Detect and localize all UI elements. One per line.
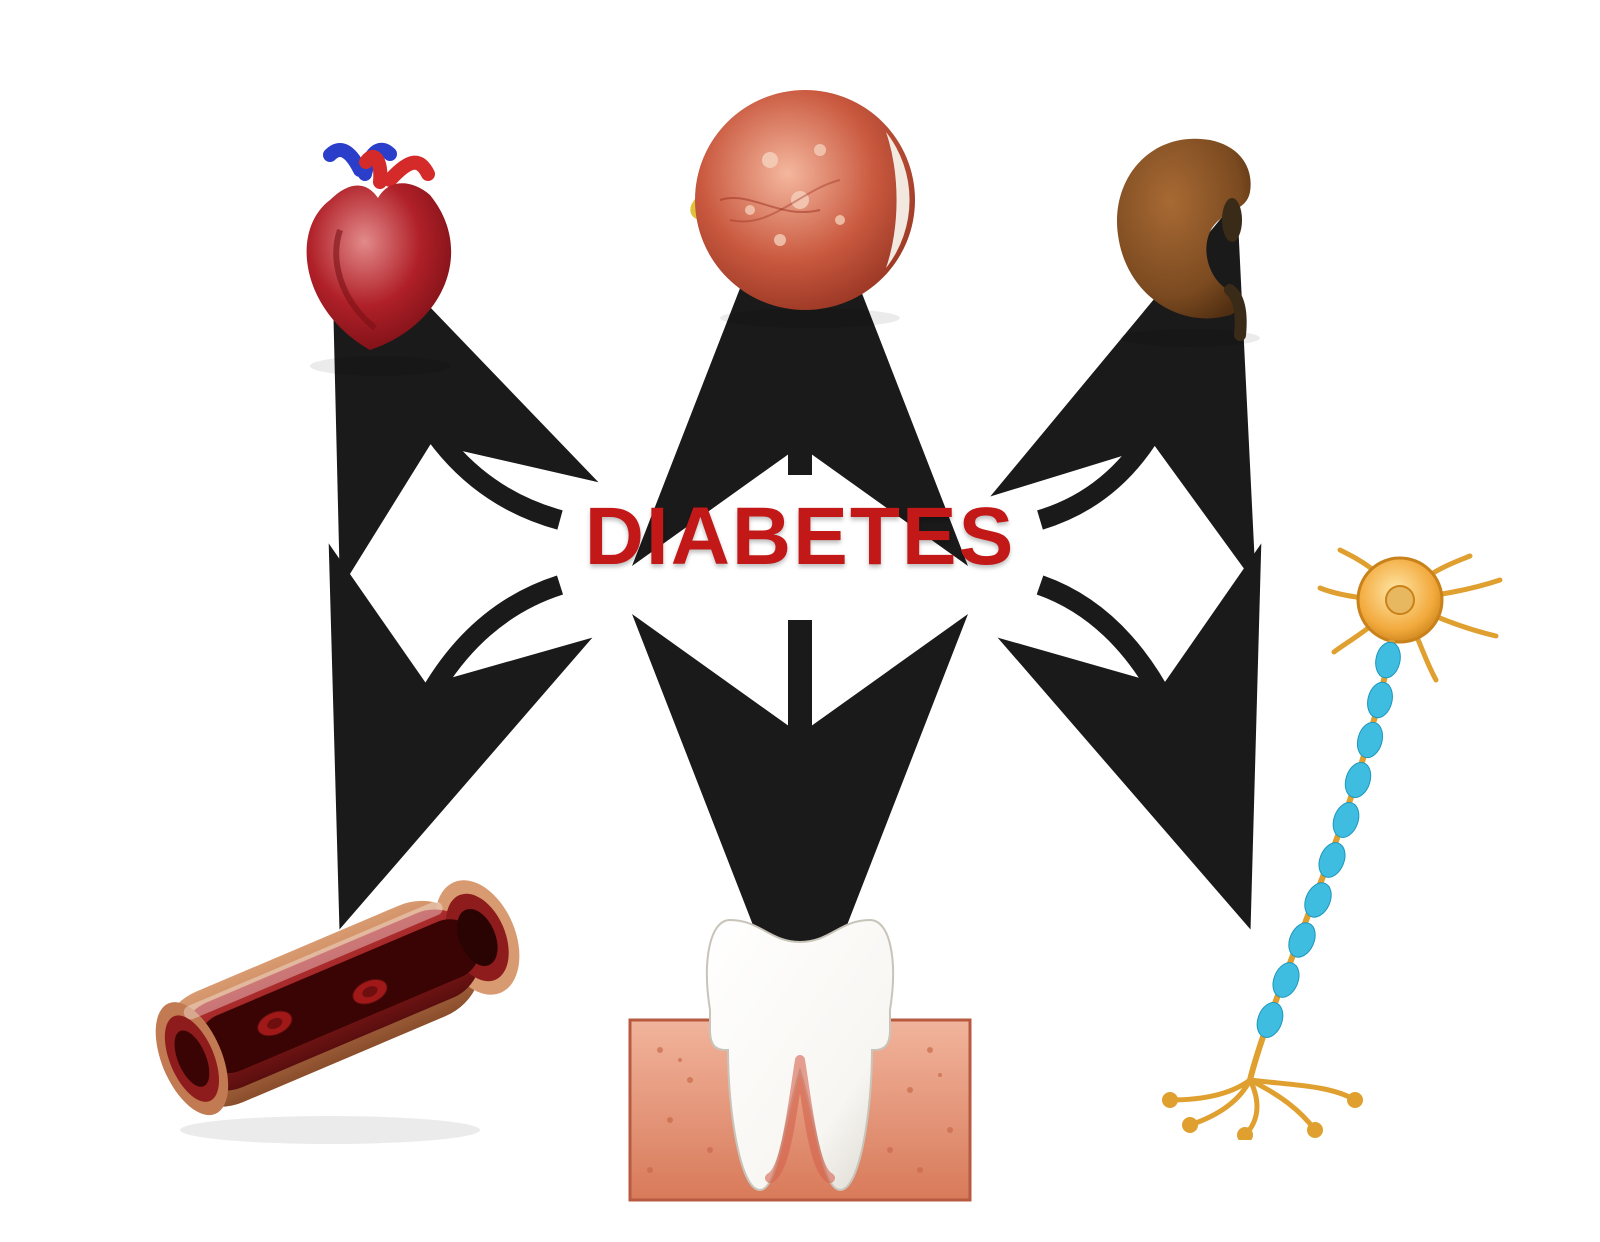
eye-icon	[680, 70, 940, 330]
heart-icon	[270, 140, 490, 380]
diabetes-complications-diagram: DIABETES	[0, 0, 1600, 1242]
diagram-title: DIABETES	[585, 490, 1016, 584]
kidney-icon	[1090, 120, 1290, 350]
neuron-icon	[1140, 540, 1540, 1140]
tooth-gum-icon	[610, 900, 990, 1220]
blood-vessel-icon	[120, 850, 540, 1150]
